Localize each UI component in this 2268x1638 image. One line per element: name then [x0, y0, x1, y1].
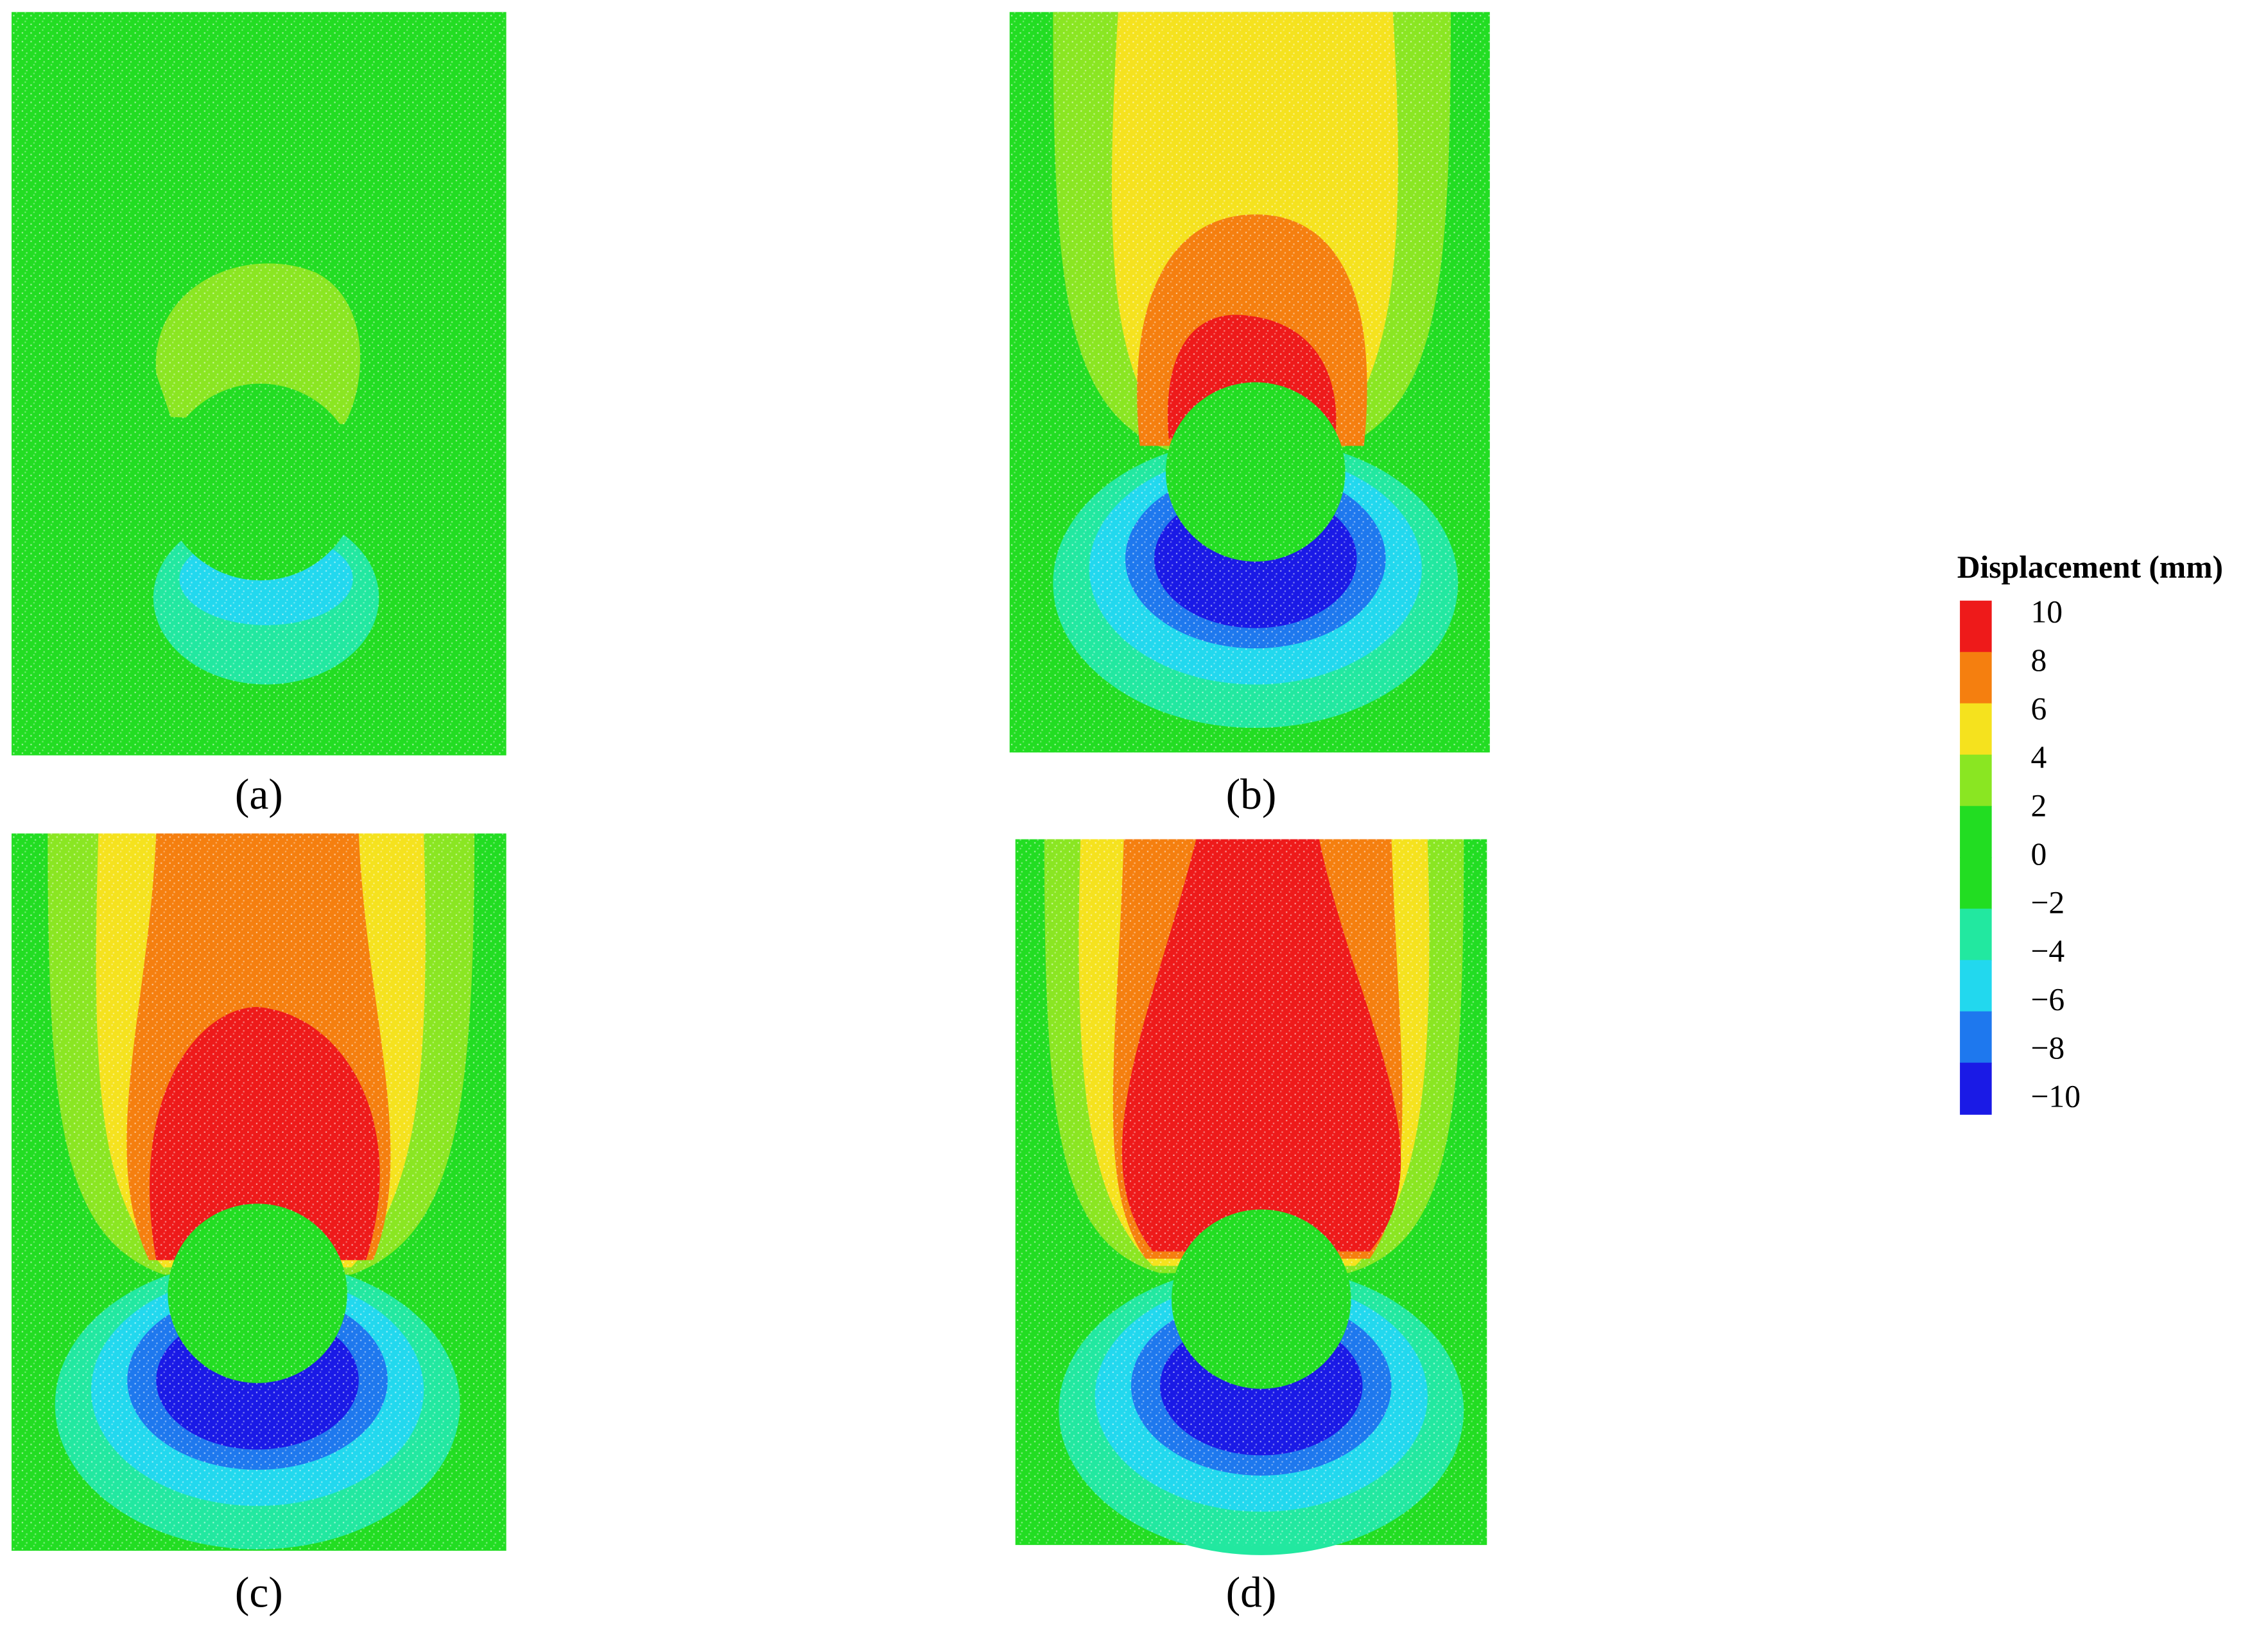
legend-label: −2: [2030, 885, 2065, 920]
legend-swatch: [1960, 703, 1992, 755]
panel-label: (b): [1226, 770, 1277, 818]
legend-label: 10: [2030, 594, 2063, 630]
legend-swatch: [1960, 960, 1992, 1012]
panel-label: (d): [1226, 1569, 1277, 1617]
legend-label: 2: [2030, 788, 2047, 823]
legend-swatch: [1960, 651, 1992, 704]
legend-label: 6: [2030, 691, 2047, 727]
legend-label: 4: [2030, 739, 2047, 775]
legend-swatch: [1960, 1062, 1992, 1115]
legend-label: 0: [2030, 836, 2047, 872]
panel-c: [12, 833, 506, 1551]
panel-d: [1015, 839, 1487, 1555]
panel-a: [12, 12, 506, 755]
legend-swatch: [1960, 754, 1992, 807]
legend-swatch: [1960, 908, 1992, 961]
panel-label: (c): [235, 1569, 283, 1617]
legend: 10 8 6 4 2 0 −2 −4 −6 −8 −10: [1960, 594, 2081, 1115]
panel-b: [1009, 12, 1490, 753]
legend-title: Displacement (mm): [1957, 549, 2223, 585]
legend-label: −6: [2030, 982, 2065, 1017]
legend-swatch: [1960, 1011, 1992, 1064]
legend-label: −4: [2030, 933, 2065, 969]
panel-label: (a): [235, 770, 283, 818]
legend-swatch: [1960, 600, 1992, 653]
legend-label: 8: [2030, 642, 2047, 678]
legend-swatch: [1960, 806, 1992, 858]
legend-swatch: [1960, 857, 1992, 910]
legend-label: −10: [2030, 1078, 2081, 1114]
legend-label: −8: [2030, 1030, 2065, 1065]
